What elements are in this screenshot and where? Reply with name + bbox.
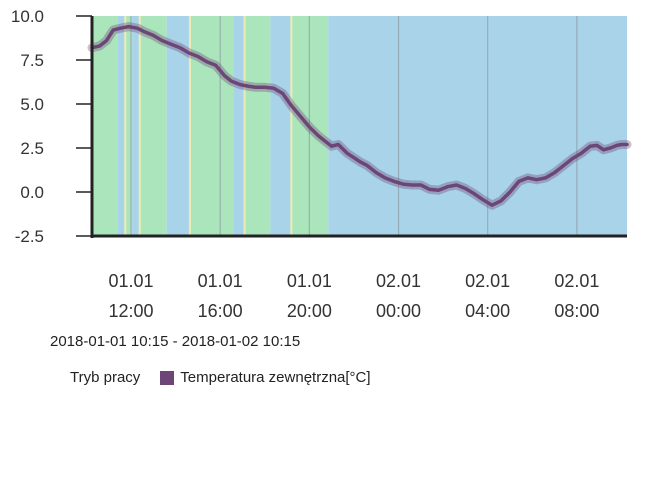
x-tick-date-0: 01.01 <box>108 271 153 291</box>
mode-band-2 <box>124 16 133 236</box>
y-tick-label-5: -2.5 <box>15 227 44 246</box>
mode-band-edge-6 <box>188 16 191 236</box>
mode-band-8 <box>243 16 271 236</box>
x-tick-date-5: 02.01 <box>554 271 599 291</box>
legend-series-swatch[interactable] <box>160 370 175 385</box>
mode-band-6 <box>188 16 234 236</box>
x-tick-date-1: 01.01 <box>198 271 243 291</box>
mode-band-edge-2 <box>124 16 127 236</box>
y-tick-label-4: 0.0 <box>20 183 44 202</box>
x-tick-date-3: 02.01 <box>376 271 421 291</box>
mode-band-5 <box>166 16 189 236</box>
x-tick-time-1: 16:00 <box>198 301 243 321</box>
mode-band-9 <box>270 16 291 236</box>
legend-series-label[interactable]: Temperatura zewnętrzna[°C] <box>180 369 371 386</box>
axes <box>90 16 627 238</box>
y-tick-label-0: 10.0 <box>11 7 44 26</box>
mode-band-0 <box>92 16 118 236</box>
date-range-label: 2018-01-01 10:15 - 2018-01-02 10:15 <box>50 333 301 350</box>
y-axis-ticks: 10.0 7.5 5.0 2.5 0.0 -2.5 <box>11 7 92 246</box>
y-tick-label-2: 5.0 <box>20 95 44 114</box>
mode-band-edge-8 <box>243 16 246 236</box>
mode-band-3 <box>132 16 139 236</box>
x-axis-ticks: 01.01 12:00 01.01 16:00 01.01 20:00 02.01 00:00… <box>108 271 599 321</box>
x-tick-date-2: 01.01 <box>287 271 332 291</box>
mode-band-1 <box>117 16 125 236</box>
mode-band-11 <box>328 16 627 236</box>
x-tick-time-5: 08:00 <box>554 301 599 321</box>
temperature-chart: 10.0 7.5 5.0 2.5 0.0 -2.5 01.01 12:00 01.01 16:0… <box>11 7 632 321</box>
x-tick-time-3: 00:00 <box>376 301 421 321</box>
x-tick-time-0: 12:00 <box>108 301 153 321</box>
mode-band-4 <box>138 16 167 236</box>
x-tick-date-4: 02.01 <box>465 271 510 291</box>
x-tick-time-2: 20:00 <box>287 301 332 321</box>
y-tick-label-1: 7.5 <box>20 51 44 70</box>
mode-band-edge-4 <box>138 16 141 236</box>
legend-mode-label[interactable]: Tryb pracy <box>70 369 141 386</box>
x-tick-time-4: 04:00 <box>465 301 510 321</box>
temperature-series <box>87 22 632 210</box>
mode-band-edge-10 <box>290 16 293 236</box>
y-tick-label-3: 2.5 <box>20 139 44 158</box>
series-line <box>90 24 629 207</box>
legend: Tryb pracy Temperatura zewnętrzna[°C] <box>70 369 371 386</box>
mode-band-7 <box>233 16 244 236</box>
